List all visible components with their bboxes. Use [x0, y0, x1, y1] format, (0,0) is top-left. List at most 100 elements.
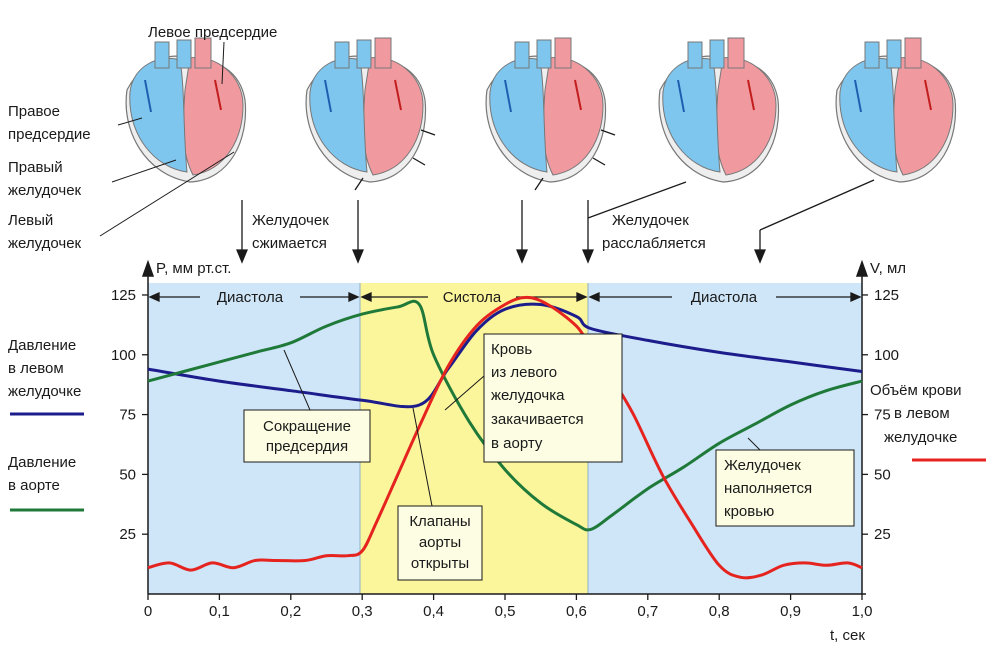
series-lv-volume — [147, 295, 863, 580]
caption-ventricle-relaxes-1: Желудочек — [612, 212, 689, 229]
blood-flow-arrow — [504, 79, 512, 113]
x-tick-label: 0,5 — [495, 603, 516, 620]
legend-aorta-pressure: Давление в аорте — [8, 454, 84, 512]
x-tick-label: 0 — [144, 603, 152, 620]
contraction-arrow — [412, 157, 426, 166]
caption-ventricle-contracts-2: сжимается — [252, 235, 327, 252]
blood-flow-arrow — [854, 79, 862, 113]
legend-lv-volume-line-2: в левом — [894, 405, 950, 422]
filling-callout: Желудочек наполняется кровью — [715, 437, 855, 527]
right-y-axis-arrow — [855, 259, 869, 277]
vena-cava — [514, 41, 530, 69]
vena-cava — [154, 41, 170, 69]
contraction-arrow — [600, 129, 616, 136]
legend-lv-pressure: Давление в левом желудочке — [8, 337, 84, 416]
label-left-atrium: Левое предсердие — [148, 24, 277, 41]
label-left-ventricle-2: желудочек — [8, 235, 82, 252]
phase-bar — [148, 291, 862, 303]
contraction-arrow — [354, 177, 364, 191]
y-tick-label-right: 75 — [874, 407, 891, 424]
aorta — [727, 37, 745, 69]
aorta — [904, 37, 922, 69]
atrial-contraction-line-1: Сокращение — [263, 418, 351, 435]
series-layer — [147, 295, 863, 580]
y-tick-label-right: 50 — [874, 466, 891, 483]
filling-line-3: кровью — [724, 503, 774, 520]
y-ticks: 25 25 50 50 75 75 100 100 125 125 — [111, 287, 899, 543]
heart-illustration — [305, 37, 436, 191]
phase-label-systole: Систола — [443, 289, 502, 306]
label-right-ventricle-2: желудочек — [8, 182, 82, 199]
aortic-valve-line-3: открыты — [411, 555, 469, 572]
legend-aorta-pressure-line-1: Давление — [8, 454, 76, 471]
x-tick-label: 0,1 — [209, 603, 230, 620]
legend-aorta-pressure-line-2: в аорте — [8, 477, 60, 494]
ejection-line-4: закачивается — [491, 411, 584, 428]
legend-lv-pressure-line-2: в левом — [8, 360, 64, 377]
blood-flow-arrow — [394, 79, 402, 111]
ejection-line-3: желудочка — [491, 387, 565, 404]
right-heart-chambers — [839, 58, 898, 173]
pulmonary-artery — [536, 39, 552, 69]
ejection-line-1: Кровь — [491, 341, 532, 358]
aorta — [554, 37, 572, 69]
y-tick-label-right: 125 — [874, 287, 899, 304]
vena-cava — [687, 41, 703, 69]
heart-illustrations — [125, 37, 957, 191]
axes — [141, 259, 869, 595]
heart-illustration — [658, 37, 780, 183]
heart-illustration — [485, 37, 616, 191]
series-aorta-pressure — [147, 299, 863, 532]
blood-flow-arrow — [144, 79, 152, 113]
y-tick-label-right: 25 — [874, 526, 891, 543]
x-tick-label: 0,4 — [423, 603, 444, 620]
y-tick-label-left: 50 — [119, 466, 136, 483]
pulmonary-artery — [886, 39, 902, 69]
phase-label-diastole-2: Диастола — [691, 289, 758, 306]
blood-flow-arrow — [677, 79, 685, 113]
aortic-valve-line-2: аорты — [419, 534, 461, 551]
blood-flow-arrow — [214, 79, 222, 111]
atrial-contraction-line-2: предсердия — [266, 438, 348, 455]
vena-cava — [864, 41, 880, 69]
series-lv-pressure — [147, 302, 863, 409]
legend-lv-pressure-line-1: Давление — [8, 337, 76, 354]
legend-lv-pressure-line-3: желудочке — [8, 383, 81, 400]
right-heart-chambers — [309, 58, 368, 173]
contraction-arrow — [534, 177, 544, 191]
y-axis-label-left: P, мм рт.ст. — [156, 260, 231, 277]
x-tick-label: 0,2 — [280, 603, 301, 620]
y-tick-label-left: 100 — [111, 347, 136, 364]
x-tick-label: 1,0 — [852, 603, 873, 620]
y-tick-label-right: 100 — [874, 347, 899, 364]
filling-line-1: Желудочек — [724, 457, 801, 474]
ejection-line-2: из левого — [491, 364, 557, 381]
pulmonary-artery — [356, 39, 372, 69]
x-axis-label: t, сек — [830, 627, 865, 644]
label-right-atrium-2: предсердие — [8, 126, 91, 143]
aorta — [374, 37, 392, 69]
phase-pointers — [236, 179, 875, 264]
x-tick-label: 0,7 — [637, 603, 658, 620]
legend-lv-volume-line-1: Объём крови — [870, 382, 962, 399]
left-y-axis-arrow — [141, 259, 155, 277]
y-axis-label-right: V, мл — [870, 260, 906, 277]
aortic-valve-line-1: Клапаны — [409, 513, 470, 530]
ejection-callout: Кровь из левого желудочка закачивается в… — [444, 333, 623, 463]
pulmonary-artery — [709, 39, 725, 69]
blood-flow-arrow — [324, 79, 332, 113]
label-right-atrium-1: Правое — [8, 103, 60, 120]
ejection-line-5: в аорту — [491, 435, 543, 452]
phase-label-diastole-1: Диастола — [217, 289, 284, 306]
blood-flow-arrow — [924, 79, 932, 111]
x-tick-label: 0,3 — [352, 603, 373, 620]
heart-illustration — [125, 37, 247, 183]
x-tick-label: 0,9 — [780, 603, 801, 620]
blood-flow-arrow — [574, 79, 582, 111]
caption-ventricle-contracts-1: Желудочек — [252, 212, 329, 229]
right-heart-chambers — [129, 58, 188, 173]
vena-cava — [334, 41, 350, 69]
caption-ventricle-relaxes-2: расслабляется — [602, 235, 706, 252]
aortic-valve-callout: Клапаны аорты открыты — [397, 407, 483, 581]
y-tick-label-left: 75 — [119, 407, 136, 424]
